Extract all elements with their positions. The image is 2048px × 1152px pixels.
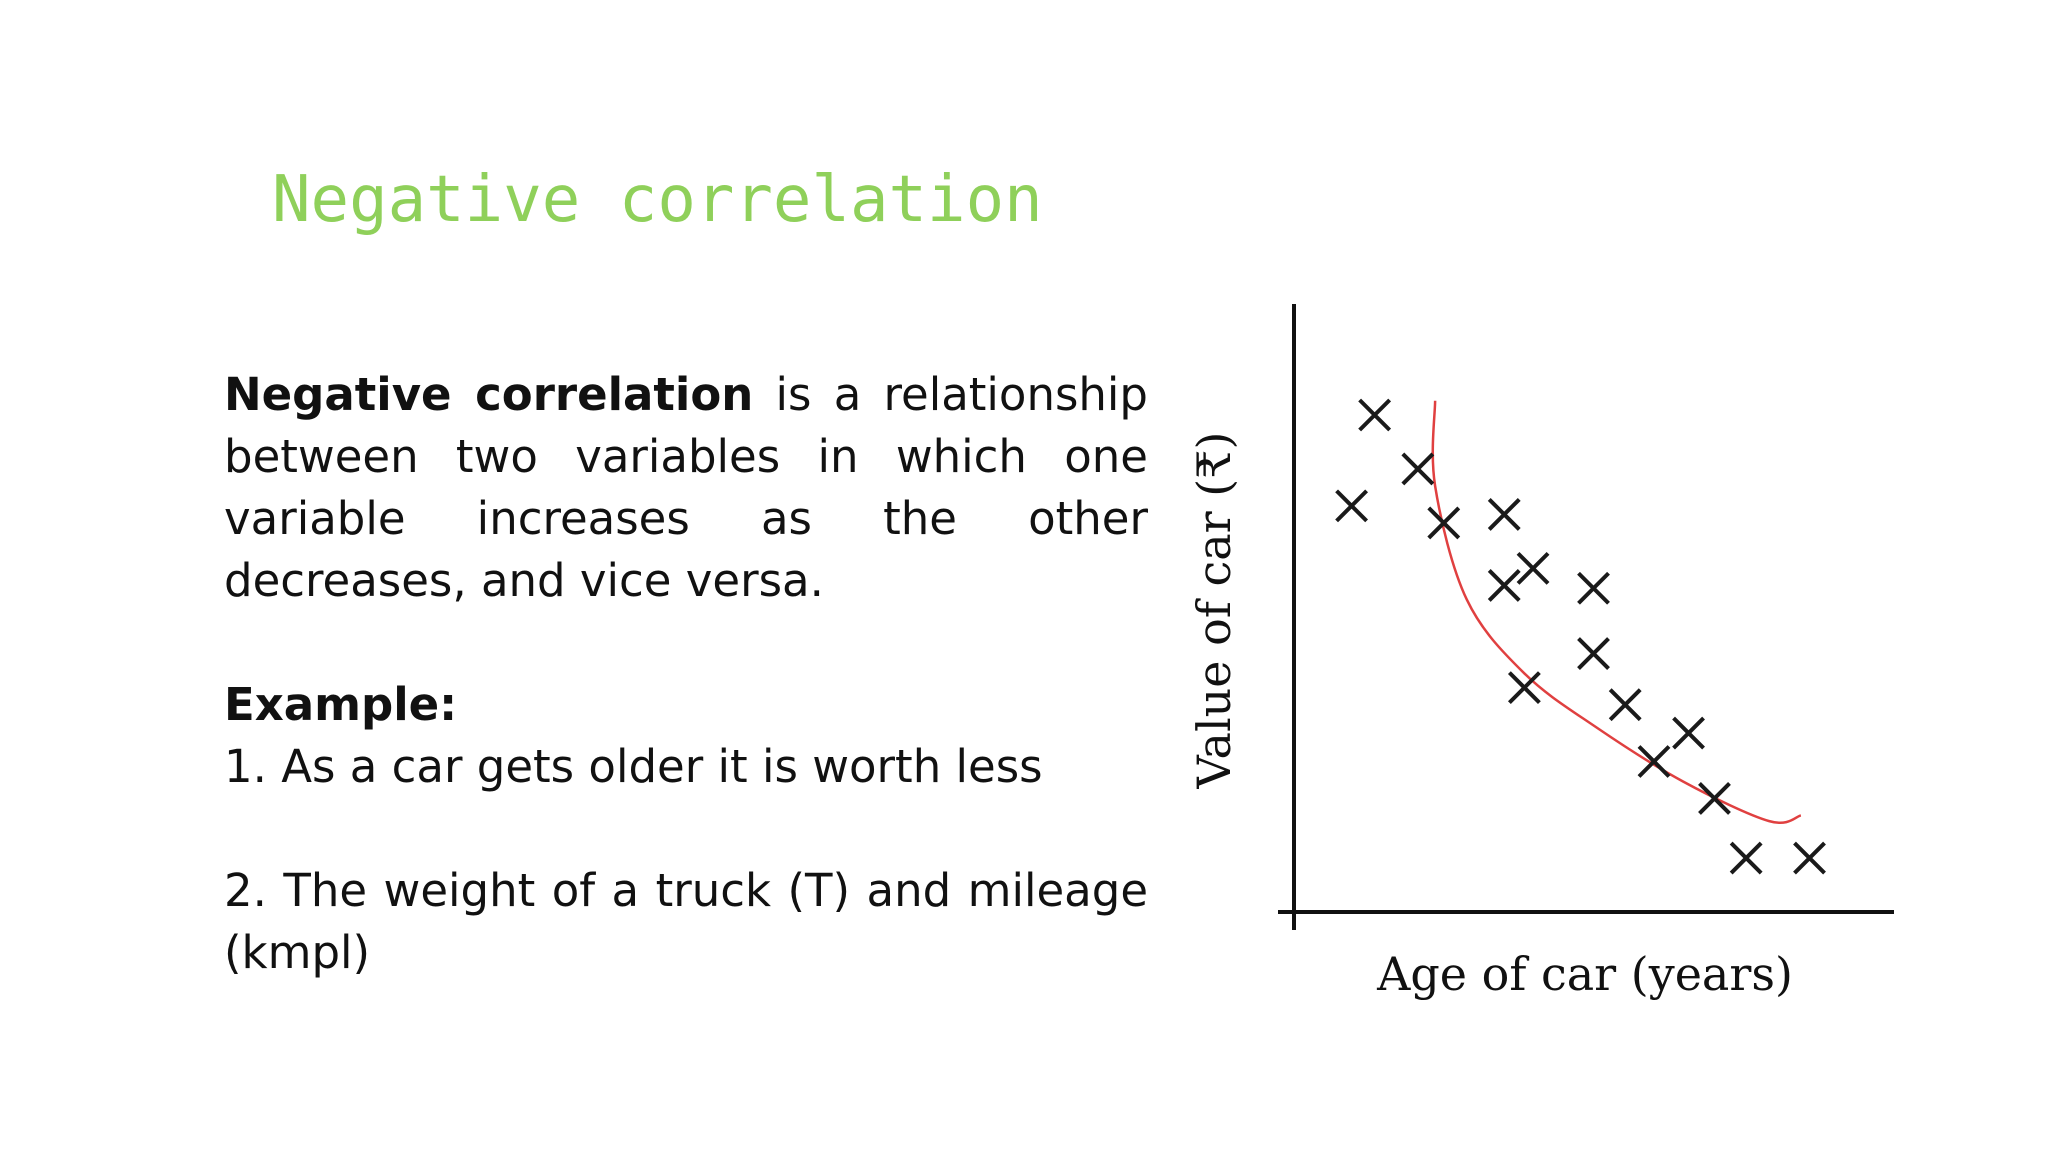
definition-term: Negative correlation — [224, 368, 754, 421]
trend-curve — [1431, 400, 1802, 825]
data-point-4 — [1427, 506, 1461, 540]
data-point-11 — [1608, 688, 1642, 722]
data-points — [1335, 398, 1826, 875]
data-point-7 — [1516, 551, 1550, 585]
data-point-13 — [1637, 745, 1671, 778]
data-point-6 — [1487, 568, 1521, 602]
data-point-16 — [1793, 841, 1826, 875]
data-point-10 — [1577, 637, 1610, 670]
example-item-2: 2. The weight of a truck (T) and mileage… — [224, 864, 1148, 979]
data-point-15 — [1729, 841, 1763, 875]
data-point-12 — [1672, 716, 1705, 750]
definition-paragraph: Negative correlation is a relationship b… — [224, 364, 1148, 612]
data-point-5 — [1487, 497, 1521, 531]
example-item-1: 1. As a car gets older it is worth less — [224, 740, 1043, 793]
data-point-3 — [1401, 452, 1435, 486]
data-point-8 — [1507, 671, 1541, 705]
slide-body: Negative correlation is a relationship b… — [224, 364, 1148, 984]
example-heading: Example: — [224, 678, 458, 731]
scatter-chart: Age of car (years) Value of car (₹) — [1187, 304, 1894, 1001]
y-axis-label: Value of car (₹) — [1187, 432, 1241, 790]
definition-text: is a relationship between two variables … — [224, 368, 1148, 607]
slide-title: Negative correlation — [272, 163, 1043, 237]
data-point-9 — [1577, 571, 1610, 605]
data-point-1 — [1335, 489, 1369, 523]
spacer — [224, 798, 1148, 860]
chart-axes — [1278, 304, 1894, 930]
data-point-2 — [1358, 398, 1392, 432]
x-axis-label: Age of car (years) — [1376, 947, 1793, 1001]
spacer — [224, 612, 1148, 674]
data-point-14 — [1698, 781, 1731, 815]
